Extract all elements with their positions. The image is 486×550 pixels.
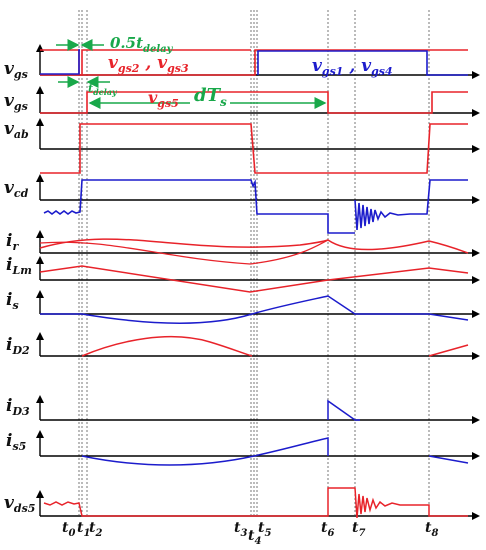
label-iLm: iLm [6,255,32,277]
time-label-t5: t5 [258,520,271,539]
label-iD3: iD3 [6,396,30,418]
axes [39,50,476,517]
time-label-t2: t2 [89,520,102,539]
time-axis-labels: t0 t1 t2 t3 t4 t5 t6 t7 t8 [62,520,438,547]
waveform-vab [40,123,468,174]
time-label-t8: t8 [425,520,438,539]
label-vab: vab [4,119,29,141]
waveform-is5 [81,437,469,466]
time-label-t4: t4 [248,528,261,547]
delay-annotations [56,39,327,109]
half-delay-label: 0.5tdelay [110,34,174,55]
trace-vgs14 [257,50,468,76]
waveform-vgs5 [40,91,468,114]
time-label-t6: t6 [321,520,334,539]
waveform-iD2 [81,335,469,357]
waveform-is [40,295,469,324]
time-label-t1: t1 [77,520,90,539]
waveform-iLm [39,265,469,293]
label-vgs-top: vgs [4,59,28,81]
label-is5: is5 [6,431,26,453]
time-label-t0: t0 [62,520,75,539]
waveform-vcd [43,178,468,234]
gate14-label: vgs1 , vgs4 [312,56,393,78]
label-ir: ir [6,231,19,253]
delay-label: tdelay [88,82,118,97]
time-label-t7: t7 [352,520,365,539]
trace-vgs23-b [40,49,251,76]
signal-labels: vgs vgs vab vcd ir iLm is iD2 iD3 is5 vd… [4,59,35,515]
label-vcd: vcd [4,178,29,200]
axis-arrowheads [36,44,480,520]
label-iD2: iD2 [6,335,30,357]
time-markers [78,10,430,515]
label-vds5: vds5 [4,493,35,515]
gate23-label: vgs2 , vgs3 [108,53,189,75]
waveform-ir-b [39,239,329,265]
gate5-label: vgs5 [148,88,179,110]
waveform-iD3 [327,399,360,421]
duty-label: dTs [194,85,227,109]
label-is: is [6,290,19,312]
waveform-ir [39,238,469,254]
time-label-t3: t3 [234,520,247,539]
trace-vgs14-start [40,49,80,75]
label-vgs-second: vgs [4,91,28,113]
waveform-vds5 [43,487,468,519]
